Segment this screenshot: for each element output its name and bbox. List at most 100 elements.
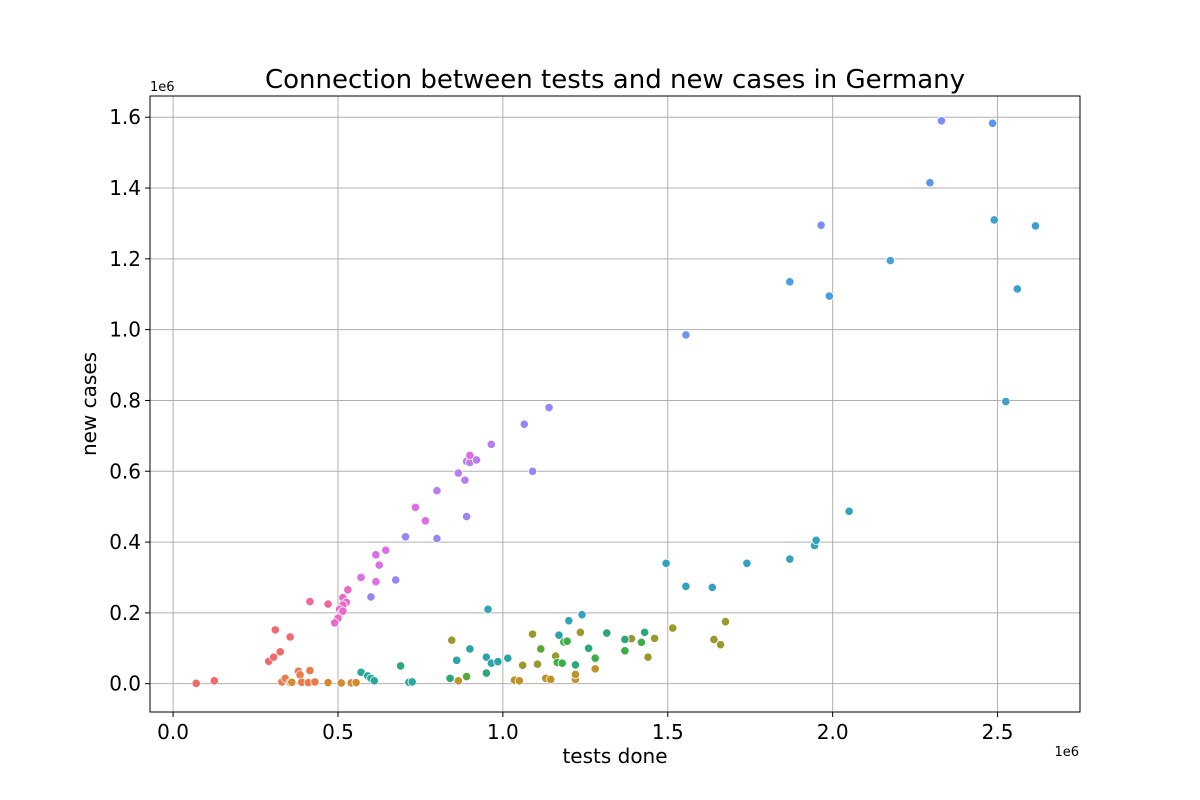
data-point (371, 577, 381, 587)
y-tick-label: 1.6 (109, 105, 141, 129)
data-point (544, 402, 554, 413)
data-point (432, 533, 442, 544)
y-axis-label: new cases (77, 352, 101, 456)
data-point (465, 644, 475, 654)
data-point (668, 623, 678, 633)
data-point (620, 646, 630, 656)
y-tick-label: 0.6 (109, 459, 141, 483)
y-tick-label: 1.4 (109, 176, 141, 200)
data-point (275, 647, 285, 657)
data-point (554, 630, 564, 640)
data-point (925, 178, 935, 188)
data-point (305, 596, 315, 607)
data-point (715, 640, 726, 650)
y-tick-label: 1.0 (109, 318, 141, 342)
data-point (584, 643, 594, 653)
data-point (295, 670, 305, 680)
data-point (410, 502, 421, 512)
data-point (988, 118, 998, 128)
data-point (453, 676, 463, 686)
plot-frame (149, 95, 1081, 713)
data-point (374, 560, 384, 570)
axis-ticks: 0.0 0.5 1.0 1.5 2.0 2.5 0.0 0.2 0.4 0.6 0.8 1.0 1.2 1… (109, 105, 1013, 744)
data-point (407, 677, 417, 687)
data-point (514, 676, 524, 686)
data-point (330, 618, 340, 628)
data-point (305, 665, 315, 676)
x-tick-label: 0.5 (322, 720, 354, 744)
data-point (536, 644, 546, 654)
data-point (590, 653, 600, 663)
x-tick-label: 2.5 (982, 720, 1014, 744)
data-point (452, 655, 462, 665)
data-point (518, 660, 528, 670)
grid-lines (150, 96, 1080, 712)
data-point (640, 627, 650, 637)
y-axis-offset-label: 1e6 (150, 80, 175, 95)
data-point (570, 660, 581, 670)
data-point (486, 439, 496, 449)
data-point (649, 633, 660, 643)
data-point (1030, 221, 1041, 231)
data-point (564, 616, 574, 626)
chart-title: Connection between tests and new cases i… (265, 65, 965, 95)
data-point (527, 629, 538, 639)
data-point (742, 558, 752, 568)
data-point (323, 678, 333, 688)
data-point (661, 558, 671, 568)
data-point (461, 671, 472, 682)
data-point (532, 659, 543, 669)
data-point (420, 516, 430, 526)
y-tick-label: 1.2 (109, 247, 141, 271)
data-point (269, 652, 279, 662)
data-point (471, 455, 482, 465)
data-point (1012, 284, 1022, 294)
data-point (707, 582, 717, 592)
data-point (191, 678, 201, 688)
data-point (396, 661, 406, 671)
data-point (575, 627, 585, 637)
y-tick-label: 0.8 (109, 388, 141, 412)
data-point (785, 554, 795, 564)
data-point (519, 419, 529, 429)
data-point (445, 673, 455, 683)
data-point (369, 676, 379, 686)
data-point (447, 635, 457, 645)
data-point (636, 637, 646, 647)
x-tick-label: 0.0 (157, 720, 189, 744)
data-point (366, 592, 376, 602)
data-point (483, 604, 493, 614)
data-point (811, 535, 821, 545)
data-point (1001, 396, 1011, 407)
data-point (310, 677, 320, 687)
data-point (936, 116, 947, 126)
data-point (381, 545, 391, 555)
data-point (590, 664, 600, 674)
y-tick-label: 0.2 (109, 601, 141, 625)
data-point (343, 585, 353, 595)
data-point (391, 575, 401, 585)
data-point (885, 256, 895, 266)
data-point (371, 550, 381, 560)
data-point (681, 330, 691, 340)
data-point (481, 668, 491, 678)
data-point (562, 636, 572, 646)
data-point (336, 678, 346, 688)
data-point (989, 215, 999, 225)
data-point (460, 475, 470, 485)
data-point (400, 532, 411, 542)
y-tick-label: 0.0 (109, 672, 141, 696)
data-point (709, 634, 719, 645)
data-point (720, 617, 731, 627)
data-point (620, 634, 630, 645)
data-point (546, 674, 556, 685)
data-point (461, 511, 472, 522)
data-points (191, 116, 1041, 688)
x-axis-offset-label: 1e6 (1054, 745, 1079, 760)
data-point (577, 610, 587, 620)
data-point (824, 291, 834, 301)
data-point (570, 669, 581, 680)
data-point (557, 658, 567, 668)
y-tick-label: 0.4 (109, 530, 141, 554)
data-point (681, 581, 691, 591)
